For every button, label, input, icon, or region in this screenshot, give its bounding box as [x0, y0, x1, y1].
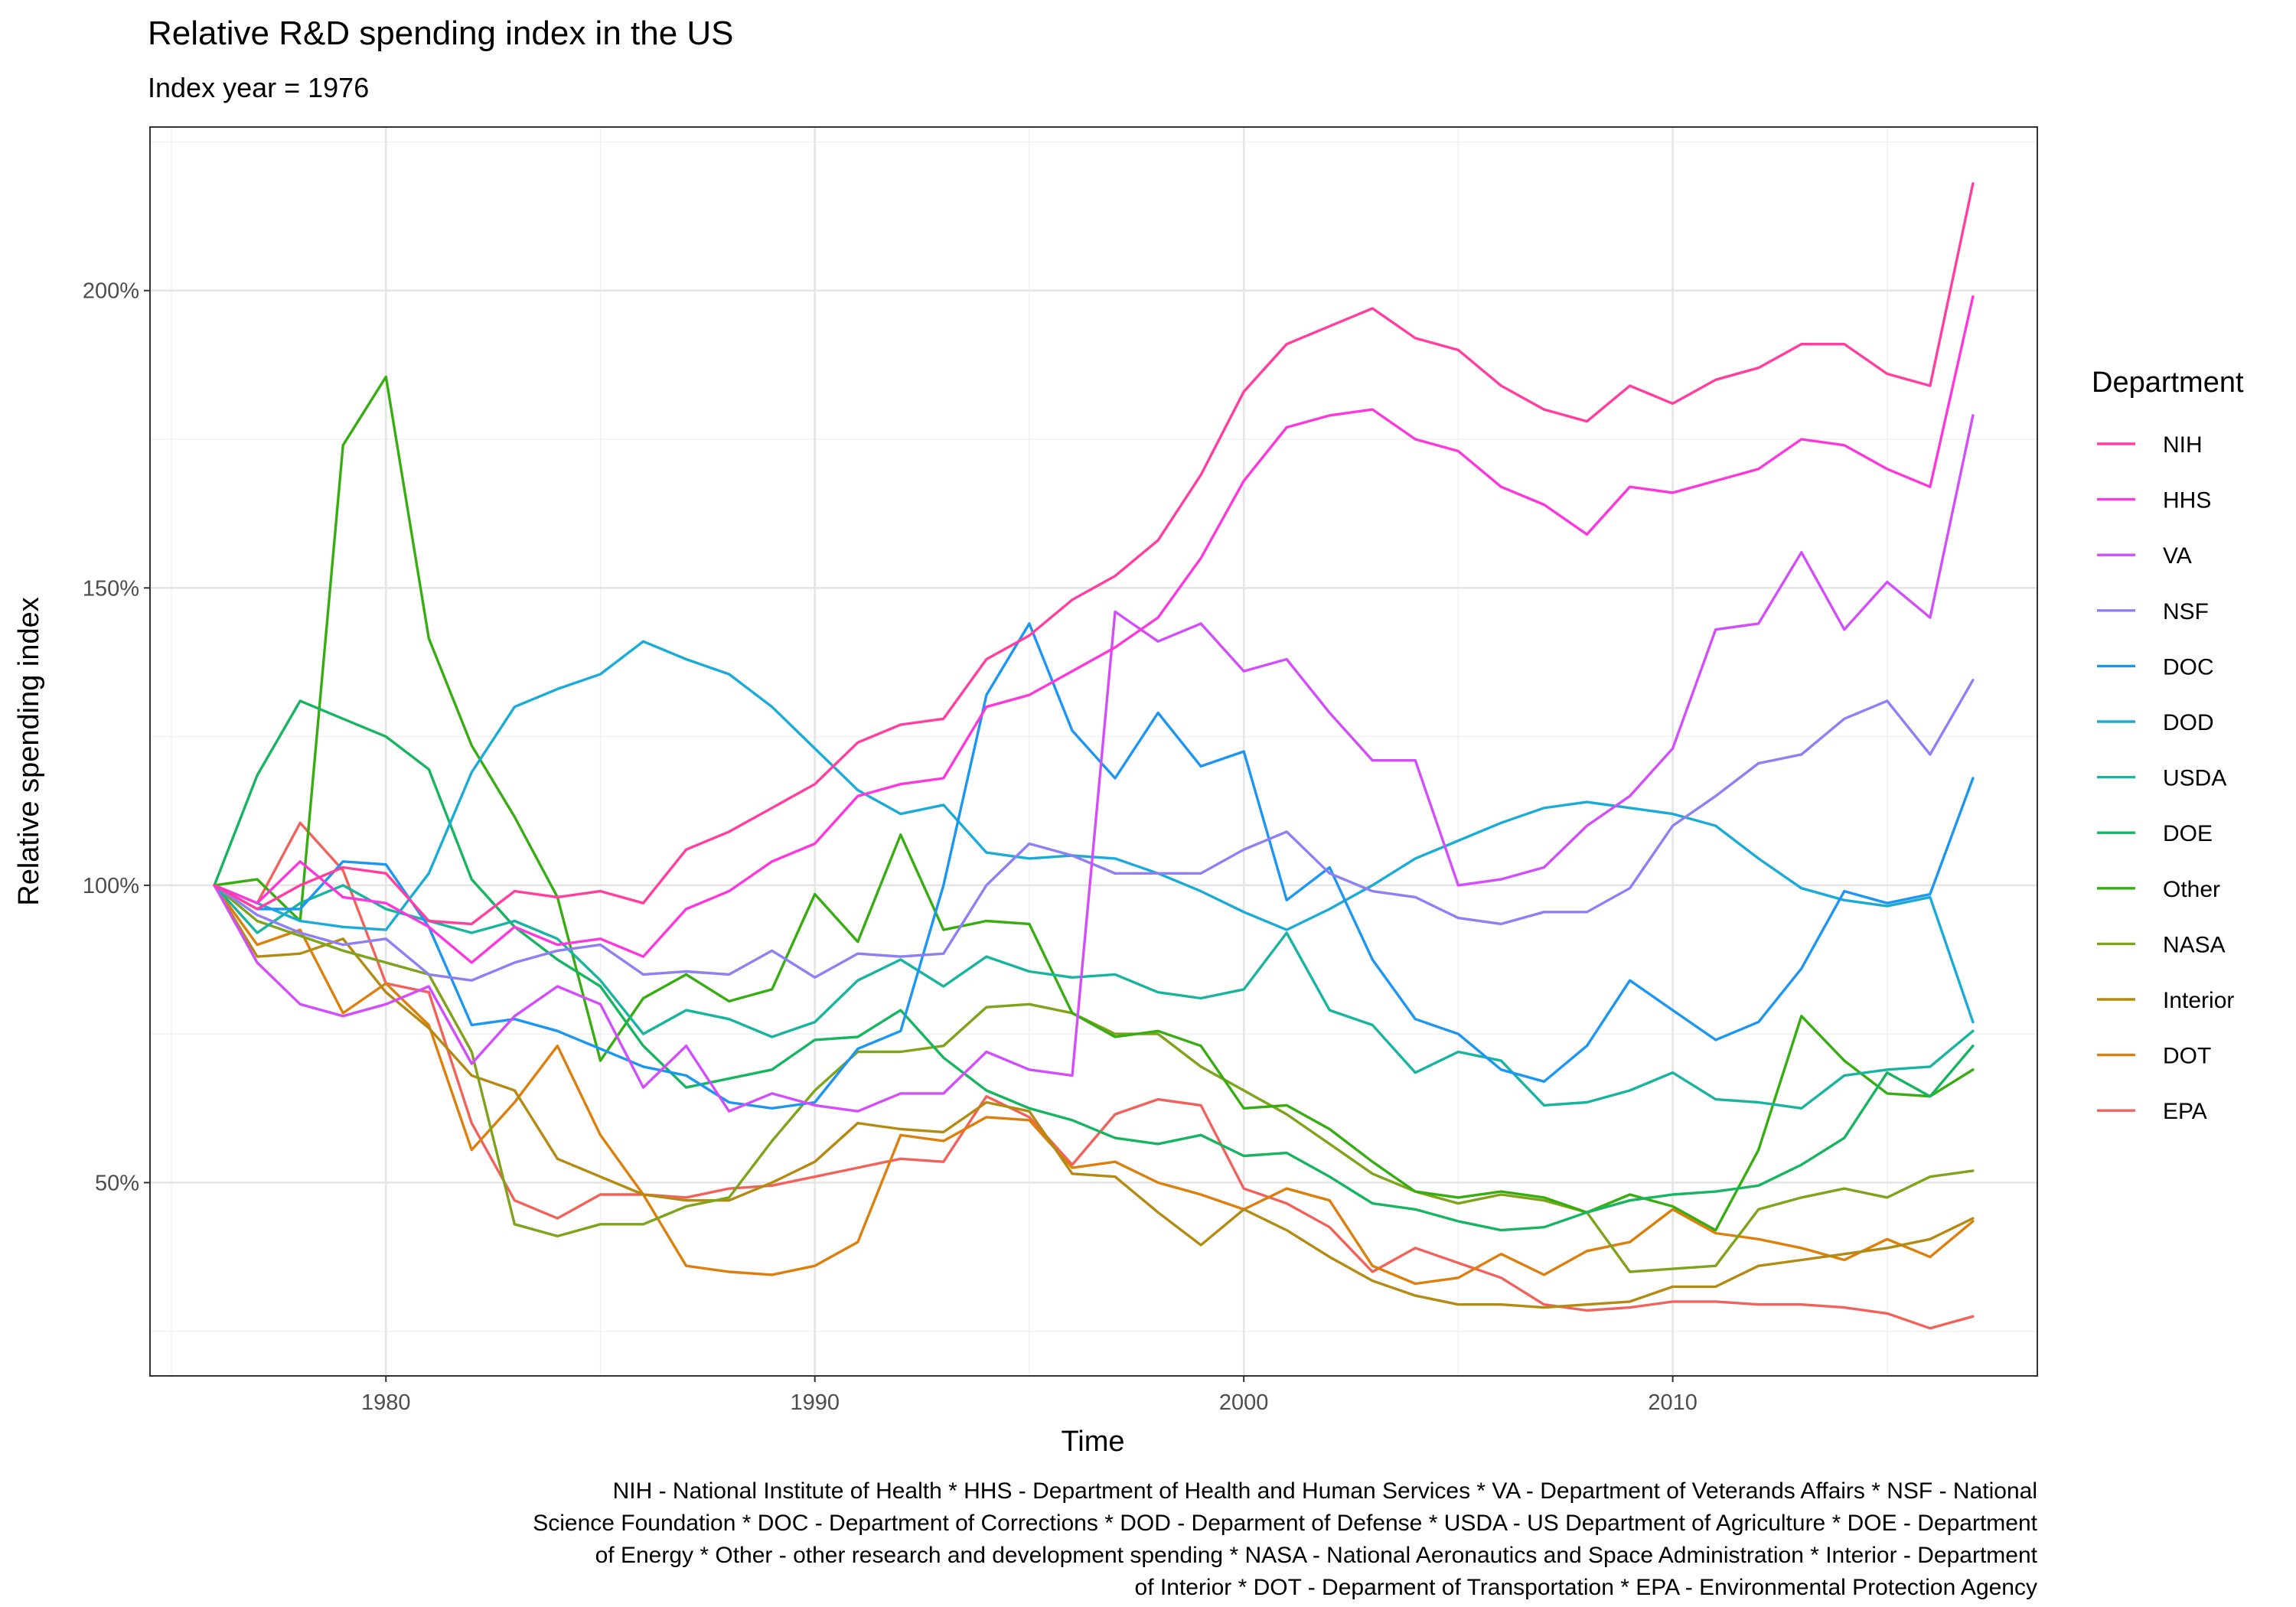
- plot-panel: [149, 126, 2038, 1377]
- series-lines: [213, 182, 1975, 1330]
- x-tick-label: 1980: [361, 1390, 411, 1415]
- legend-item-dod: DOD: [2097, 710, 2214, 735]
- caption: NIH - National Institute of Health * HHS…: [533, 1478, 2037, 1600]
- legend-item-nasa: NASA: [2097, 932, 2226, 957]
- legend-label: DOT: [2163, 1044, 2211, 1069]
- legend-label: NASA: [2163, 932, 2226, 957]
- legend-item-va: VA: [2097, 543, 2192, 569]
- series-line-doc: [213, 622, 1975, 1110]
- caption-line: NIH - National Institute of Health * HHS…: [613, 1478, 2037, 1504]
- legend-label: Other: [2163, 877, 2220, 902]
- series-line-nsf: [213, 679, 1975, 982]
- legend-label: NSF: [2163, 599, 2209, 624]
- legend: Department NIH HHS VA NSF DOC DOD USDA DOE Other…: [2092, 367, 2244, 1124]
- legend-item-dot: DOT: [2097, 1044, 2211, 1069]
- y-tick-label: 150%: [83, 576, 139, 601]
- series-line-hhs: [213, 295, 1975, 964]
- caption-line: Science Foundation * DOC - Department of…: [533, 1511, 2037, 1536]
- grid: [150, 127, 2037, 1376]
- y-tick-label: 200%: [83, 279, 139, 304]
- legend-item-doe: DOE: [2097, 821, 2213, 846]
- legend-label: NIH: [2163, 432, 2203, 458]
- y-tick-label: 100%: [83, 874, 139, 898]
- series-line-nasa: [213, 884, 1975, 1273]
- y-axis-title: Relative spending index: [13, 597, 45, 906]
- series-line-va: [213, 414, 1975, 1113]
- legend-label: VA: [2163, 543, 2192, 569]
- legend-label: EPA: [2163, 1099, 2207, 1124]
- x-tick-label: 1990: [790, 1390, 840, 1415]
- series-line-nih: [213, 182, 1975, 926]
- legend-label: HHS: [2163, 488, 2211, 513]
- legend-item-epa: EPA: [2097, 1099, 2207, 1124]
- caption-line: of Energy * Other - other research and d…: [595, 1543, 2038, 1568]
- axes: 1980 1990 2000 2010 50% 100% 150% 200%: [83, 279, 1698, 1415]
- legend-item-hhs: HHS: [2097, 488, 2211, 513]
- legend-item-nih: NIH: [2097, 432, 2203, 458]
- series-line-other: [213, 375, 1975, 1232]
- series-line-dot: [213, 884, 1975, 1286]
- y-tick-label: 50%: [95, 1171, 139, 1195]
- legend-item-doc: DOC: [2097, 654, 2214, 680]
- legend-label: DOE: [2163, 821, 2213, 846]
- legend-item-usda: USDA: [2097, 766, 2226, 791]
- x-tick-label: 2000: [1219, 1390, 1269, 1415]
- series-line-doe: [213, 699, 1975, 1232]
- series-line-epa: [213, 821, 1975, 1330]
- legend-label: DOC: [2163, 654, 2214, 680]
- legend-label: DOD: [2163, 710, 2214, 735]
- legend-item-nsf: NSF: [2097, 599, 2209, 624]
- legend-title: Department: [2092, 367, 2244, 399]
- series-line-interior: [213, 884, 1975, 1309]
- legend-item-interior: Interior: [2097, 988, 2234, 1013]
- series-line-usda: [213, 884, 1975, 1110]
- chart-title: Relative R&D spending index in the US: [148, 15, 734, 52]
- caption-line: of Interior * DOT - Deparment of Transpo…: [1135, 1575, 2037, 1600]
- legend-label: USDA: [2163, 766, 2226, 791]
- legend-label: Interior: [2163, 988, 2234, 1013]
- chart-subtitle: Index year = 1976: [148, 72, 369, 103]
- x-tick-label: 2010: [1648, 1390, 1698, 1415]
- x-axis-title: Time: [1061, 1426, 1124, 1458]
- legend-item-other: Other: [2097, 877, 2220, 902]
